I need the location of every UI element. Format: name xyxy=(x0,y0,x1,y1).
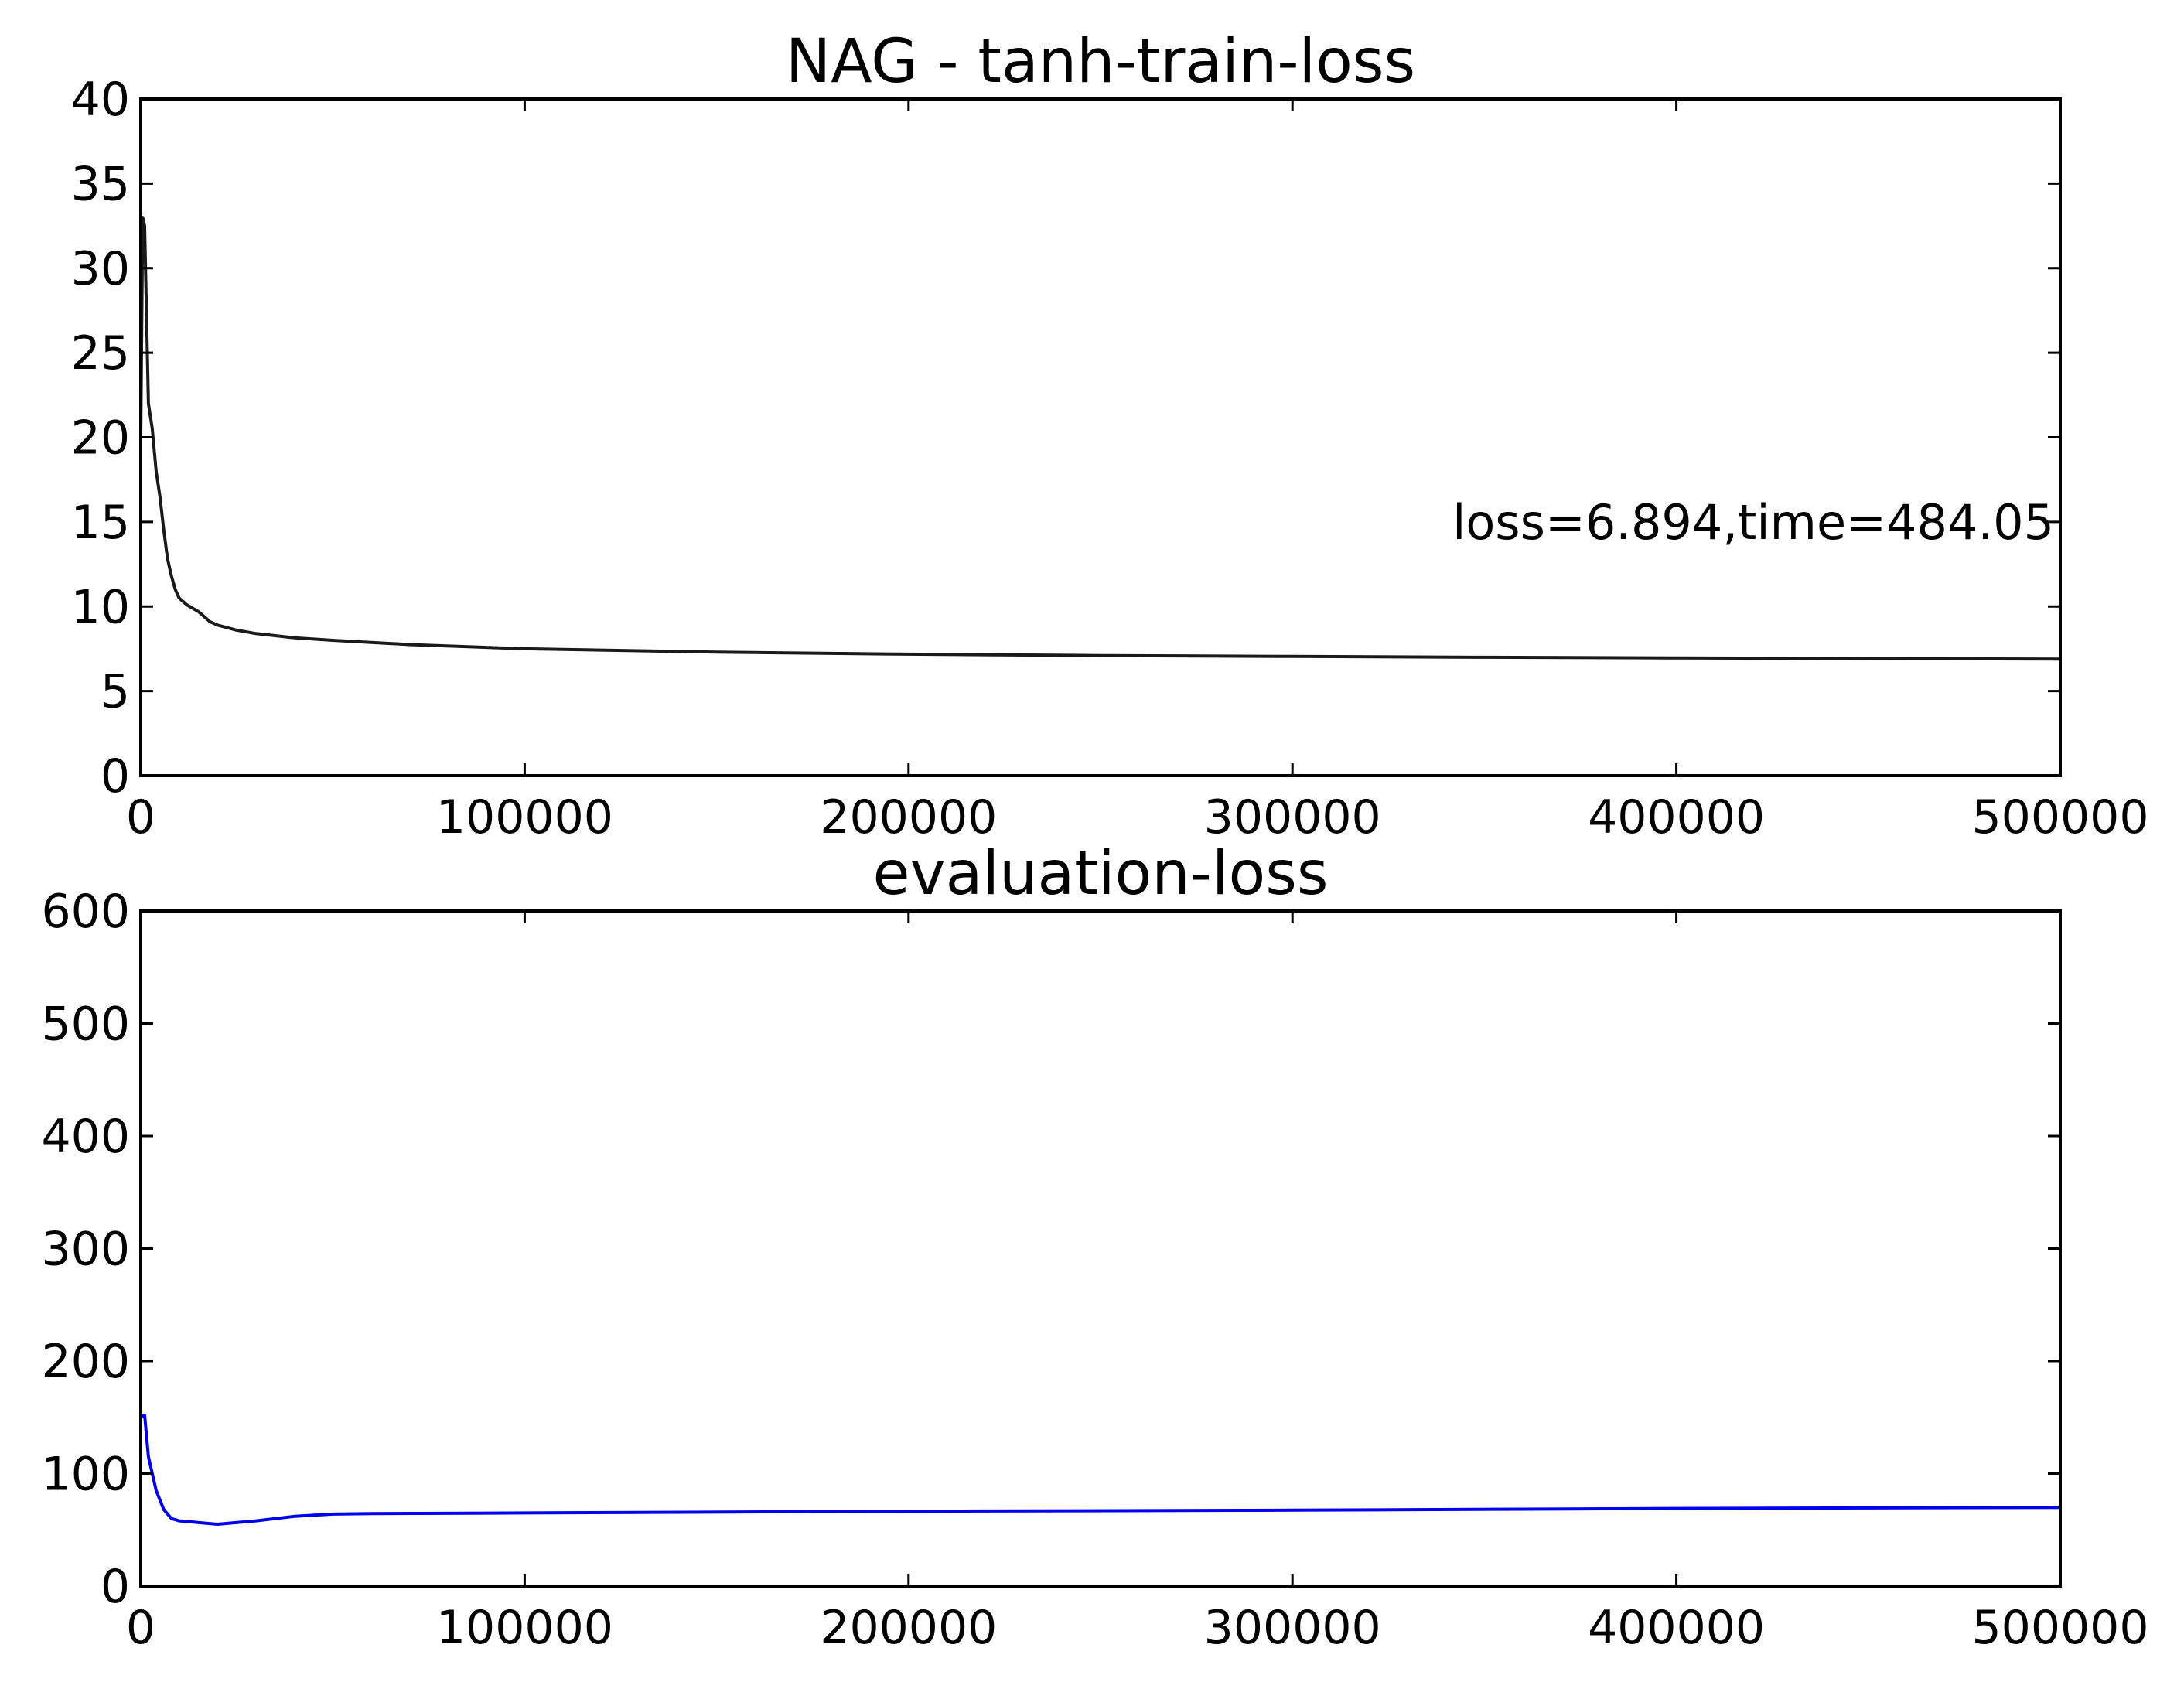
y-tick-label: 25 xyxy=(71,326,130,380)
y-tick-label: 15 xyxy=(71,496,130,550)
train-loss-panel: NAG - tanh-train-loss 0 100000 200000 300000… xyxy=(71,27,2149,844)
y-tick-label: 500 xyxy=(41,998,130,1052)
y-tick-label: 0 xyxy=(101,1560,130,1614)
evaluation-loss-panel: evaluation-loss 0 100000 200000 300000 400000… xyxy=(41,839,2148,1655)
series-line-0 xyxy=(139,1413,2061,1526)
y-tick-label: 600 xyxy=(41,885,130,939)
y-tick-label: 5 xyxy=(101,665,130,719)
y-tick-label: 300 xyxy=(41,1223,130,1277)
y-tick-label: 10 xyxy=(71,580,130,634)
x-tick-label: 500000 xyxy=(1971,1601,2148,1655)
y-tick-label: 40 xyxy=(71,73,130,127)
x-tick-label: 400000 xyxy=(1588,1601,1765,1655)
plot-frame xyxy=(139,97,2062,777)
plot-frame xyxy=(139,909,2062,1588)
x-tick-label: 500000 xyxy=(1971,790,2148,844)
x-tick-label: 300000 xyxy=(1204,790,1381,844)
x-tick-label: 200000 xyxy=(820,790,997,844)
x-tick-label: 100000 xyxy=(436,790,613,844)
y-tick-label: 0 xyxy=(101,749,130,803)
x-tick-label: 400000 xyxy=(1588,790,1765,844)
x-tick-label: 0 xyxy=(126,790,155,844)
y-tick-label: 30 xyxy=(71,242,130,296)
chart-title: NAG - tanh-train-loss xyxy=(786,27,1415,97)
chart-title: evaluation-loss xyxy=(872,839,1328,909)
y-tick-label: 200 xyxy=(41,1335,130,1389)
series-line-0 xyxy=(139,216,2061,661)
loss-time-annotation: loss=6.894,time=484.05 xyxy=(1452,494,2054,551)
x-tick-label: 200000 xyxy=(820,1601,997,1655)
x-tick-label: 0 xyxy=(126,1601,155,1655)
y-tick-label: 100 xyxy=(41,1448,130,1502)
y-tick-label: 400 xyxy=(41,1110,130,1164)
x-tick-label: 100000 xyxy=(436,1601,613,1655)
x-tick-label: 300000 xyxy=(1204,1601,1381,1655)
y-tick-label: 35 xyxy=(71,157,130,211)
y-tick-label: 20 xyxy=(71,411,130,466)
